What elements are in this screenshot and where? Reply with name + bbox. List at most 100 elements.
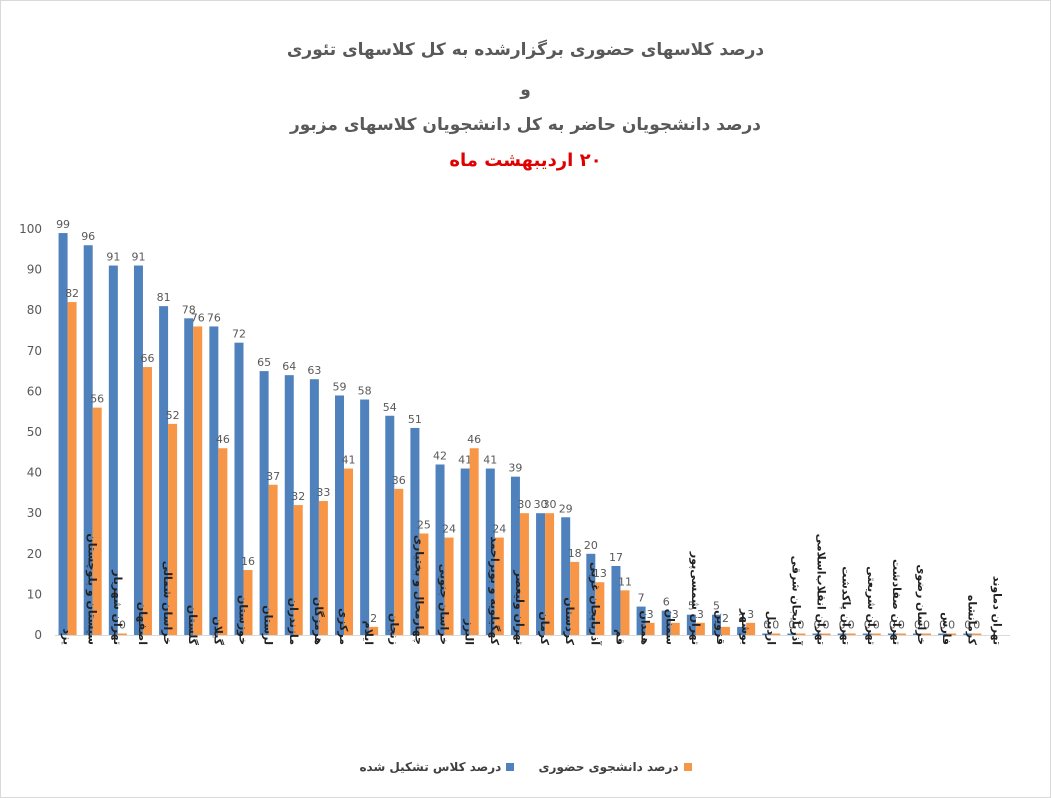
- data-label-held: 5: [713, 600, 720, 613]
- bar-held: [485, 468, 495, 635]
- data-label-attended: 24: [442, 523, 456, 536]
- data-label-held: 6: [663, 596, 670, 609]
- data-label-held: 63: [307, 364, 321, 377]
- x-category-label: کرمان: [538, 611, 551, 645]
- x-category-label: خوزستان: [236, 595, 249, 645]
- data-label-held: 0: [914, 619, 921, 632]
- data-label-held: 91: [131, 251, 145, 264]
- bar-attended: [193, 326, 203, 635]
- data-label-held: 20: [584, 539, 598, 552]
- data-label-held: 81: [157, 291, 171, 304]
- chart-title: درصد کلاسهای حضوری برگزارشده به کل کلاسه…: [286, 40, 765, 60]
- x-category-label: هرمزگان: [312, 597, 325, 645]
- bar-attended: [821, 633, 831, 635]
- y-tick-label: 90: [27, 263, 42, 277]
- bar-attended: [318, 501, 328, 635]
- x-category-label: گلستان: [186, 605, 199, 646]
- x-category-label: یزد: [61, 628, 74, 645]
- y-tick-label: 60: [27, 384, 42, 398]
- bar-held: [787, 633, 797, 635]
- data-label-held: 7: [638, 592, 645, 605]
- y-tick-label: 40: [27, 466, 42, 480]
- x-category-label: تهران پاکدشت: [840, 566, 853, 645]
- data-label-attended: 46: [467, 433, 481, 446]
- data-label-held: 51: [408, 413, 422, 426]
- bar-attended: [720, 626, 730, 635]
- data-label-held: 0: [814, 619, 821, 632]
- bar-held: [611, 565, 621, 635]
- bar-held: [360, 399, 370, 635]
- data-label-attended: 3: [747, 608, 754, 621]
- data-label-held: 64: [282, 360, 296, 373]
- data-label-held: 30: [534, 498, 548, 511]
- bar-attended: [871, 633, 881, 635]
- x-category-label: مرکزی: [337, 608, 350, 645]
- bar-held: [184, 318, 194, 635]
- data-label-attended: 37: [266, 470, 280, 483]
- bar-held: [159, 306, 169, 635]
- x-category-label: مازندران: [287, 598, 300, 645]
- bar-held: [737, 626, 747, 635]
- bar-held: [259, 371, 269, 635]
- data-label-held: 29: [559, 502, 573, 515]
- data-label-attended: 24: [492, 523, 506, 536]
- data-label-held: 0: [864, 619, 871, 632]
- bar-attended: [570, 561, 580, 635]
- data-label-attended: 41: [342, 454, 356, 467]
- bar-held: [410, 427, 420, 635]
- data-label-held: 99: [56, 218, 70, 231]
- data-label-attended: 32: [291, 490, 305, 503]
- chart-date: ۲۰ اردیبهشت ماه: [449, 150, 602, 171]
- data-label-attended: 2: [370, 612, 377, 625]
- bar-held: [887, 633, 897, 635]
- data-label-attended: 16: [241, 555, 255, 568]
- bar-held: [58, 233, 68, 635]
- bar-attended: [620, 590, 630, 635]
- x-category-label: اردبیل: [764, 611, 777, 645]
- bar-held: [938, 633, 948, 635]
- bar-held: [536, 513, 546, 635]
- data-label-held: 2: [738, 612, 745, 625]
- bar-held: [385, 415, 395, 635]
- y-tick-label: 70: [27, 344, 42, 358]
- data-label-held: 42: [433, 449, 447, 462]
- data-label-attended: 46: [216, 433, 230, 446]
- data-label-attended: 13: [593, 567, 607, 580]
- data-label-held: 0: [839, 619, 846, 632]
- x-category-label: ایلام: [362, 621, 375, 645]
- bar-attended: [947, 633, 957, 635]
- data-label-held: 72: [232, 328, 246, 341]
- bar-attended: [519, 513, 529, 635]
- x-category-label: زنجان: [387, 613, 400, 645]
- bar-held: [234, 342, 244, 635]
- bar-attended: [595, 582, 605, 635]
- bar-attended: [545, 513, 555, 635]
- bar-attended: [369, 626, 379, 635]
- x-category-label: تهران شمسی‌پور: [689, 551, 702, 645]
- data-label-held: 54: [383, 401, 397, 414]
- x-category-label: تهران شهریار: [111, 569, 124, 645]
- bar-held: [837, 633, 847, 635]
- bar-held: [661, 610, 671, 635]
- data-label-held: 65: [257, 356, 271, 369]
- data-label-attended: 0: [898, 619, 905, 632]
- x-category-label: اصفهان: [136, 602, 149, 645]
- x-category-label: تهران انقلاب‌اسلامی: [815, 534, 828, 645]
- data-label-attended: 0: [923, 619, 930, 632]
- bar-attended: [494, 537, 504, 635]
- data-label-attended: 0: [119, 619, 126, 632]
- x-category-label: کهگیلویه و بویراحمد: [488, 536, 501, 645]
- data-label-attended: 0: [823, 619, 830, 632]
- bar-held: [812, 633, 822, 635]
- data-label-held: 91: [106, 251, 120, 264]
- chart-title-connector: و: [520, 80, 531, 100]
- data-label-held: 0: [964, 619, 971, 632]
- data-label-attended: 3: [647, 608, 654, 621]
- bar-held: [711, 614, 721, 635]
- bar-attended: [268, 484, 278, 635]
- x-category-label: آذربایجان غربی: [588, 562, 602, 645]
- bar-attended: [695, 622, 705, 635]
- data-label-held: 78: [182, 303, 196, 316]
- bar-attended: [218, 448, 228, 635]
- x-category-label: خراسان شمالی: [161, 561, 174, 645]
